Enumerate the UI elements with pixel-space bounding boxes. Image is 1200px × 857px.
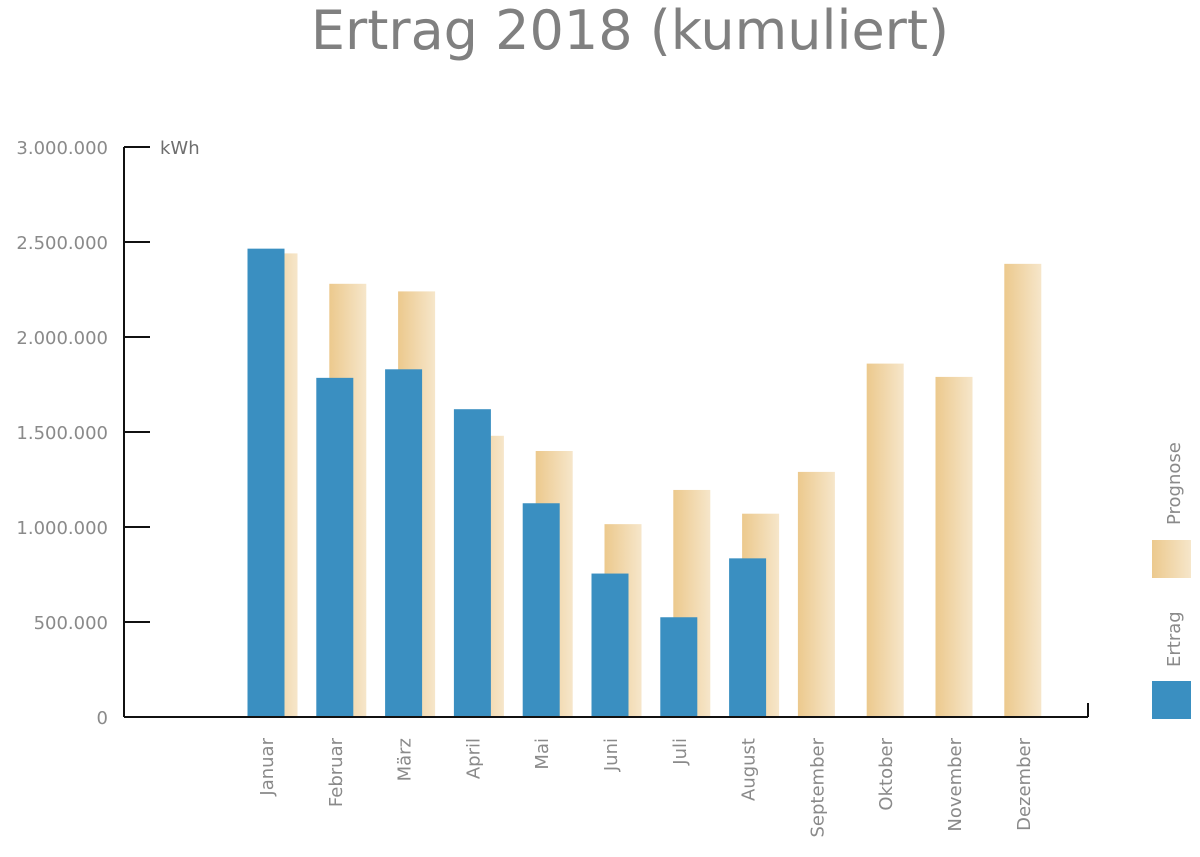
series-prognose bbox=[260, 253, 1042, 717]
series-ertrag bbox=[247, 248, 767, 717]
x-tick-label-3: April bbox=[463, 738, 484, 779]
bar-ertrag-3 bbox=[453, 409, 491, 717]
y-axis-ticks: 0 500.000 1.000.000 1.500.000 2.000.000 2.500… bbox=[16, 138, 150, 729]
y-axis-unit-label: kWh bbox=[160, 138, 200, 159]
bar-ertrag-0 bbox=[247, 248, 285, 717]
x-tick-label-1: Februar bbox=[326, 737, 347, 807]
x-tick-label-0: Januar bbox=[257, 737, 278, 796]
x-tick-label-9: Oktober bbox=[876, 737, 897, 810]
x-axis-labels: Januar Februar März April Mai Juni Juli August S… bbox=[257, 737, 1035, 837]
x-tick-label-2: März bbox=[395, 738, 416, 781]
y-tick-label-3: 1.500.000 bbox=[16, 423, 108, 444]
legend-swatch-ertrag bbox=[1152, 681, 1191, 719]
bar-prognose-10 bbox=[935, 376, 973, 717]
y-tick-label-4: 2.000.000 bbox=[16, 328, 108, 349]
chart-title: Ertrag 2018 (kumuliert) bbox=[310, 0, 950, 62]
bar-ertrag-4 bbox=[522, 503, 560, 717]
bar-ertrag-6 bbox=[660, 617, 698, 717]
bar-prognose-9 bbox=[866, 363, 904, 717]
x-tick-label-10: November bbox=[945, 737, 966, 831]
x-tick-label-4: Mai bbox=[532, 738, 553, 770]
y-tick-label-1: 500.000 bbox=[34, 613, 108, 634]
y-tick-label-5: 2.500.000 bbox=[16, 233, 108, 254]
x-tick-label-8: September bbox=[807, 737, 828, 837]
x-tick-label-7: August bbox=[739, 738, 760, 801]
bar-ertrag-5 bbox=[591, 573, 629, 717]
y-tick-label-0: 0 bbox=[97, 708, 108, 729]
x-tick-label-5: Juni bbox=[601, 738, 622, 772]
legend: Prognose Ertrag bbox=[1152, 442, 1191, 719]
bar-ertrag-2 bbox=[385, 369, 423, 717]
x-tick-label-11: Dezember bbox=[1014, 737, 1035, 830]
x-tick-label-6: Juli bbox=[670, 738, 691, 766]
legend-swatch-prognose bbox=[1152, 540, 1191, 578]
legend-label-ertrag: Ertrag bbox=[1164, 611, 1185, 667]
bar-prognose-8 bbox=[797, 471, 835, 717]
bar-ertrag-1 bbox=[316, 377, 354, 717]
y-tick-label-2: 1.000.000 bbox=[16, 518, 108, 539]
bar-prognose-11 bbox=[1004, 263, 1042, 717]
bar-ertrag-7 bbox=[729, 558, 767, 717]
y-tick-label-6: 3.000.000 bbox=[16, 138, 108, 159]
legend-label-prognose: Prognose bbox=[1164, 442, 1185, 525]
